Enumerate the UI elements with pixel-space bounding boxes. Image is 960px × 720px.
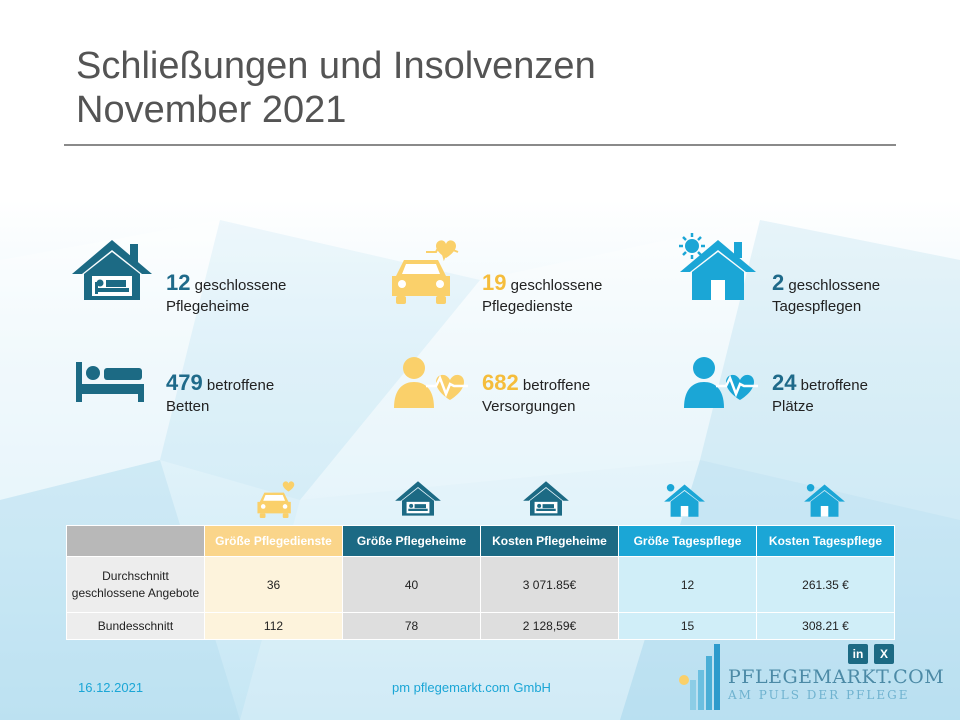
stat-number: 19	[482, 270, 507, 295]
footer-company: pm pflegemarkt.com GmbH	[392, 680, 551, 695]
stat-label: betroffene	[206, 377, 275, 394]
table-cell: 36	[204, 556, 343, 613]
car-heart-icon	[254, 478, 300, 525]
stat-label: geschlossene	[194, 277, 287, 294]
linkedin-icon[interactable]: in	[848, 644, 868, 664]
home-bed-icon	[70, 238, 154, 309]
xing-icon[interactable]: X	[874, 644, 894, 664]
stat-number: 479	[166, 370, 203, 395]
pflegemarkt-logo: PFLEGEMARKT.COM AM PULS DER PFLEGE	[676, 640, 944, 710]
stat-label: Pflegedienste	[482, 298, 573, 315]
table-cell: 40	[342, 556, 481, 613]
house-sun-icon	[802, 480, 846, 523]
page-title: Schließungen und Insolvenzen November 20…	[76, 44, 596, 132]
table-cell: 78	[342, 612, 481, 640]
table-row: Durchschnitt geschlossene Angebote 36 40…	[66, 556, 895, 613]
house-sun-icon	[662, 480, 706, 523]
car-heart-icon	[386, 236, 466, 311]
stat-closed-nursing-homes: 12 geschlossene Pflegeheime	[166, 272, 286, 317]
table-header-cell: Kosten Pflegeheime	[480, 525, 619, 557]
stat-label: Betten	[166, 398, 210, 415]
person-heart-icon	[682, 356, 762, 413]
stat-label: Plätze	[772, 398, 814, 415]
home-bed-icon	[394, 480, 442, 523]
comparison-table: Größe Pflegedienste Größe Pflegeheime Ko…	[66, 525, 895, 640]
table-header-cell: Größe Pflegeheime	[342, 525, 481, 557]
table-cell: 15	[618, 612, 757, 640]
table-row: Bundesschnitt 112 78 2 128,59€ 15 308.21…	[66, 612, 895, 640]
person-heart-icon	[392, 356, 472, 413]
stat-affected-beds: 479 betroffene Betten	[166, 372, 274, 417]
stat-label: betroffene	[522, 377, 591, 394]
row-label: Bundesschnitt	[66, 612, 205, 640]
logo-tagline: AM PULS DER PFLEGE	[728, 688, 910, 702]
stat-closed-day-care: 2 geschlossene Tagespflegen	[772, 272, 880, 317]
stat-number: 2	[772, 270, 785, 295]
bed-icon	[76, 362, 144, 407]
table-header-cell: Kosten Tagespflege	[756, 525, 895, 557]
footer-date: 16.12.2021	[78, 680, 144, 695]
stat-affected-places: 24 betroffene Plätze	[772, 372, 868, 417]
table-cell: 3 071.85€	[480, 556, 619, 613]
table-header-cell: Größe Pflegedienste	[204, 525, 343, 557]
row-label: Durchschnitt geschlossene Angebote	[66, 556, 205, 613]
table-cell: 308.21 €	[756, 612, 895, 640]
stat-affected-care: 682 betroffene Versorgungen	[482, 372, 590, 417]
table-header-cell	[66, 525, 205, 557]
stat-label: Pflegeheime	[166, 298, 250, 315]
table-cell: 261.35 €	[756, 556, 895, 613]
house-sun-icon	[676, 232, 758, 307]
stat-label: betroffene	[800, 377, 868, 394]
page-title-line1: Schließungen und Insolvenzen	[76, 45, 596, 87]
table-cell: 112	[204, 612, 343, 640]
page-title-line2: November 2021	[76, 89, 347, 131]
table-cell: 2 128,59€	[480, 612, 619, 640]
stat-label: geschlossene	[788, 277, 881, 294]
stat-number: 12	[166, 270, 191, 295]
stat-closed-care-services: 19 geschlossene Pflegedienste	[482, 272, 602, 317]
table-header-cell: Größe Tagespflege	[618, 525, 757, 557]
stat-label: Versorgungen	[482, 398, 576, 415]
home-bed-icon	[522, 480, 570, 523]
stat-label: Tagespflegen	[772, 298, 862, 315]
stat-label: geschlossene	[510, 277, 603, 294]
logo-name: PFLEGEMARKT.COM	[728, 666, 945, 688]
table-header-row: Größe Pflegedienste Größe Pflegeheime Ko…	[66, 525, 895, 557]
table-cell: 12	[618, 556, 757, 613]
title-divider	[64, 144, 896, 146]
stat-number: 682	[482, 370, 519, 395]
stat-number: 24	[772, 370, 797, 395]
